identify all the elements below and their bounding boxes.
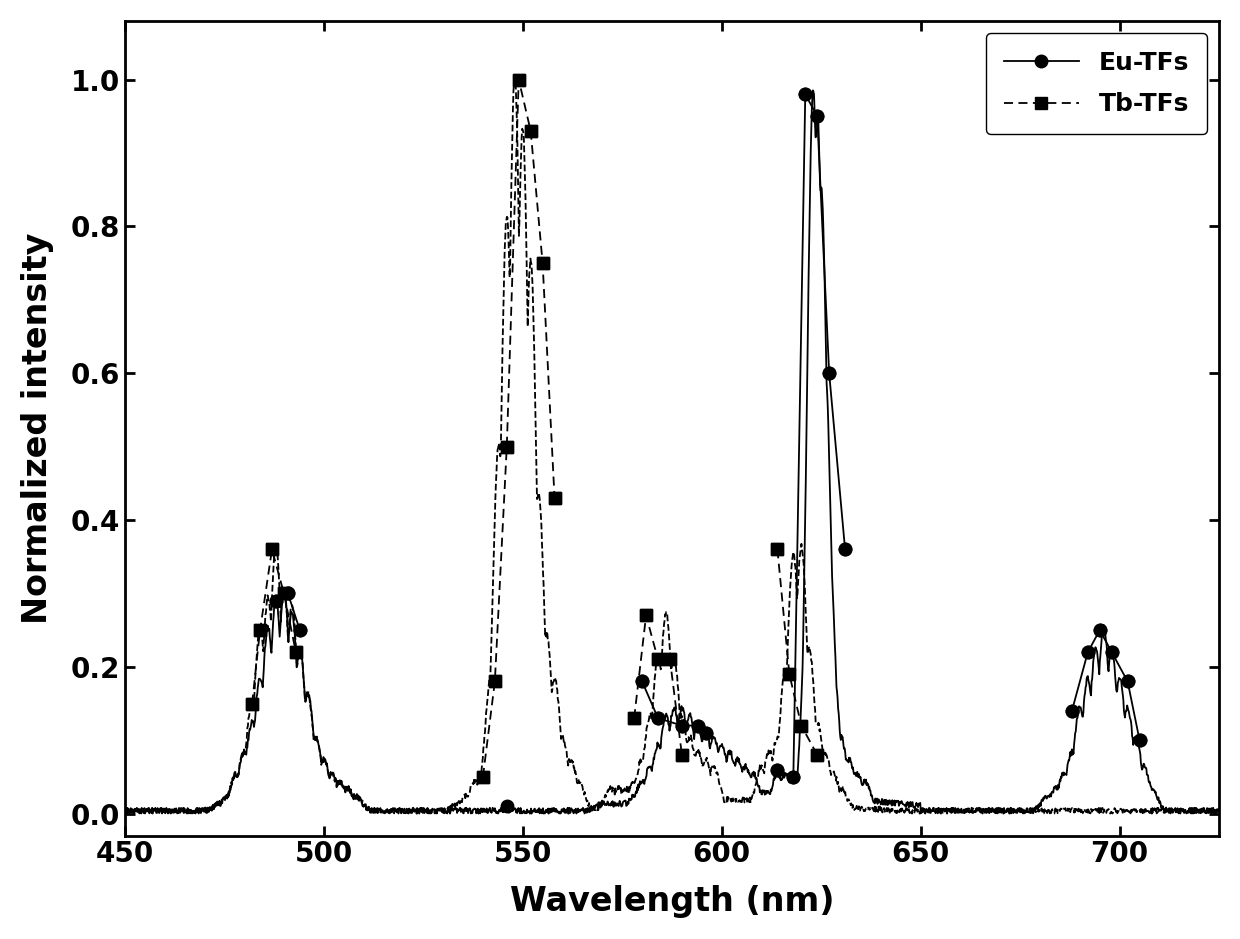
Eu-TFs <box>810 111 825 122</box>
Tb-TFs <box>794 720 808 731</box>
Tb-TFs <box>547 492 562 503</box>
Tb-TFs <box>244 698 259 709</box>
Tb-TFs <box>675 749 689 761</box>
Eu-TFs <box>786 771 801 782</box>
Tb-TFs <box>264 544 279 555</box>
Eu-TFs <box>1132 734 1147 746</box>
Eu-TFs <box>1064 705 1079 716</box>
Eu-TFs <box>651 713 666 724</box>
X-axis label: Wavelength (nm): Wavelength (nm) <box>510 885 835 918</box>
Tb-TFs <box>277 588 291 599</box>
Line: Tb-TFs: Tb-TFs <box>247 74 823 782</box>
Eu-TFs <box>1092 624 1107 636</box>
Eu-TFs <box>691 720 706 731</box>
Tb-TFs <box>475 771 490 782</box>
Tb-TFs <box>487 676 502 687</box>
Eu-TFs <box>269 595 284 607</box>
Tb-TFs <box>536 257 551 269</box>
Eu-TFs <box>1105 646 1120 657</box>
Tb-TFs <box>289 646 304 657</box>
Eu-TFs <box>293 624 308 636</box>
Eu-TFs <box>500 801 515 812</box>
Tb-TFs <box>511 74 526 85</box>
Tb-TFs <box>651 654 666 665</box>
Eu-TFs <box>797 88 812 100</box>
Tb-TFs <box>500 441 515 453</box>
Eu-TFs <box>280 588 295 599</box>
Line: Eu-TFs: Eu-TFs <box>270 88 1146 812</box>
Eu-TFs <box>1120 676 1135 687</box>
Legend: Eu-TFs, Tb-TFs: Eu-TFs, Tb-TFs <box>986 33 1207 134</box>
Eu-TFs <box>770 764 785 776</box>
Eu-TFs <box>635 676 650 687</box>
Tb-TFs <box>770 544 785 555</box>
Tb-TFs <box>626 713 641 724</box>
Eu-TFs <box>675 720 689 731</box>
Tb-TFs <box>782 669 797 680</box>
Eu-TFs <box>1080 646 1095 657</box>
Tb-TFs <box>253 624 268 636</box>
Eu-TFs <box>698 727 713 738</box>
Eu-TFs <box>822 367 837 378</box>
Tb-TFs <box>639 609 653 621</box>
Y-axis label: Normalized intensity: Normalized intensity <box>21 233 53 623</box>
Tb-TFs <box>810 749 825 761</box>
Eu-TFs <box>838 544 853 555</box>
Tb-TFs <box>523 125 538 136</box>
Tb-TFs <box>662 654 677 665</box>
